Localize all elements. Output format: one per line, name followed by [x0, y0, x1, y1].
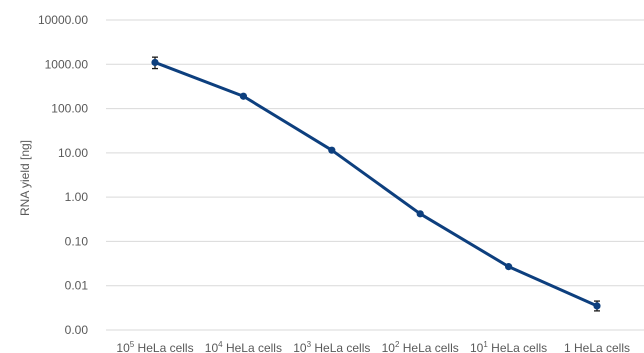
x-tick-label-1: 104 HeLa cells	[205, 340, 282, 353]
data-point-1	[239, 92, 247, 100]
x-tick-label-3: 102 HeLa cells	[382, 340, 459, 353]
y-tick-label-1: 0.01	[65, 279, 89, 293]
x-tick-label-0: 105 HeLa cells	[116, 340, 193, 353]
y-axis-title: RNA yield [ng]	[18, 140, 32, 216]
data-point-5	[593, 302, 601, 310]
series-layer	[151, 56, 601, 312]
y-tick-label-6: 1000.00	[45, 57, 89, 71]
x-tick-label-4: 101 HeLa cells	[470, 340, 547, 353]
data-point-4	[505, 263, 513, 271]
gridlines	[106, 19, 644, 331]
data-point-3	[416, 210, 424, 218]
y-axis-ticks: 0.00 0.01 0.10 1.00 10.00 100.00 1000.00 10000.…	[38, 13, 88, 337]
x-axis-ticks: 105 HeLa cells 104 HeLa cells 103 HeLa cel…	[116, 340, 630, 353]
data-point-2	[328, 146, 336, 154]
y-tick-label-5: 100.00	[51, 102, 88, 116]
y-tick-label-0: 0.00	[65, 323, 89, 337]
x-tick-label-2: 103 HeLa cells	[293, 340, 370, 353]
y-tick-label-3: 1.00	[65, 190, 89, 204]
x-tick-label-5: 1 HeLa cells	[564, 341, 630, 353]
data-point-0	[151, 58, 159, 67]
y-tick-label-4: 10.00	[58, 146, 88, 160]
series-line-0	[153, 60, 599, 308]
y-tick-label-7: 10000.00	[38, 13, 88, 27]
y-tick-label-2: 0.10	[65, 234, 89, 248]
